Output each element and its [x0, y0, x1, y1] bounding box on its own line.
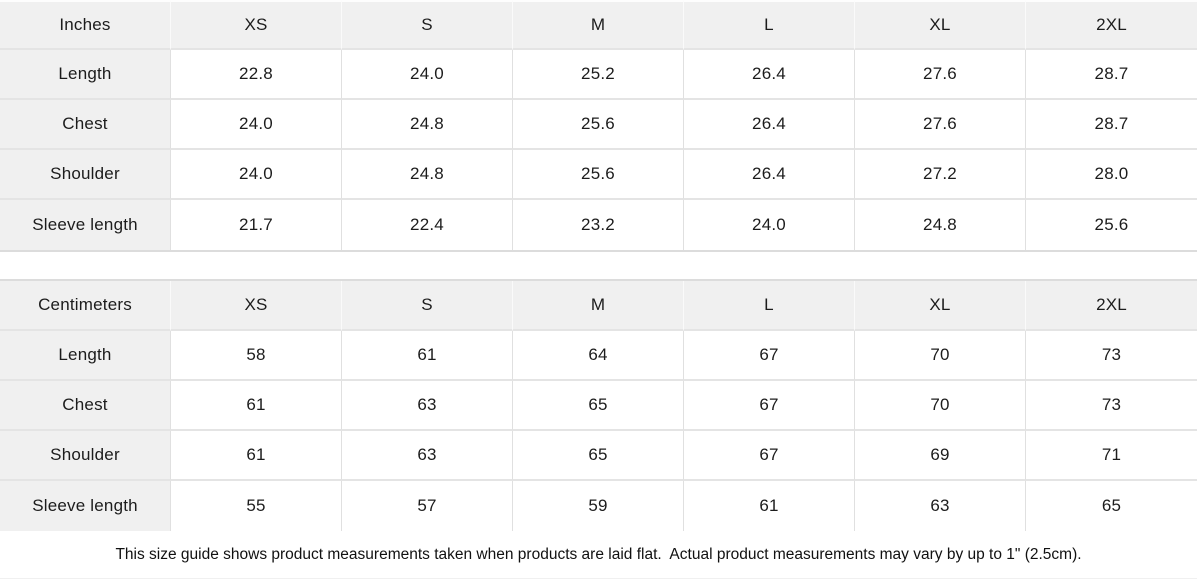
size-header-xs: XS [171, 281, 342, 331]
row-label: Sleeve length [0, 481, 171, 531]
size-table-inches: Inches XS S M L XL 2XL Length 22.8 24.0 … [0, 0, 1197, 250]
row-label: Shoulder [0, 150, 171, 200]
measurement-value: 24.0 [342, 50, 513, 100]
measurement-value: 65 [513, 431, 684, 481]
measurement-value: 25.6 [513, 100, 684, 150]
measurement-value: 63 [342, 381, 513, 431]
measurement-value: 24.0 [171, 100, 342, 150]
size-header-2xl: 2XL [1026, 0, 1197, 50]
table-row-sleeve-length: Sleeve length 55 57 59 61 63 65 [0, 481, 1197, 531]
measurement-value: 73 [1026, 381, 1197, 431]
size-header-l: L [684, 281, 855, 331]
size-header-l: L [684, 0, 855, 50]
size-header-m: M [513, 0, 684, 50]
size-guide-note: This size guide shows product measuremen… [0, 531, 1197, 579]
measurement-value: 23.2 [513, 200, 684, 250]
unit-header-centimeters: Centimeters [0, 281, 171, 331]
measurement-value: 65 [513, 381, 684, 431]
size-header-s: S [342, 0, 513, 50]
measurement-value: 24.0 [684, 200, 855, 250]
measurement-value: 24.8 [855, 200, 1026, 250]
table-row-chest: Chest 24.0 24.8 25.6 26.4 27.6 28.7 [0, 100, 1197, 150]
measurement-value: 28.7 [1026, 50, 1197, 100]
measurement-value: 73 [1026, 331, 1197, 381]
row-label: Chest [0, 100, 171, 150]
size-header-xs: XS [171, 0, 342, 50]
table-row-length: Length 22.8 24.0 25.2 26.4 27.6 28.7 [0, 50, 1197, 100]
measurement-value: 67 [684, 431, 855, 481]
table-row-sleeve-length: Sleeve length 21.7 22.4 23.2 24.0 24.8 2… [0, 200, 1197, 250]
row-label: Length [0, 331, 171, 381]
row-label: Length [0, 50, 171, 100]
size-table-centimeters: Centimeters XS S M L XL 2XL Length 58 61… [0, 281, 1197, 531]
measurement-value: 70 [855, 331, 1026, 381]
measurement-value: 63 [342, 431, 513, 481]
row-label: Sleeve length [0, 200, 171, 250]
measurement-value: 28.7 [1026, 100, 1197, 150]
unit-header-inches: Inches [0, 0, 171, 50]
measurement-value: 21.7 [171, 200, 342, 250]
measurement-value: 69 [855, 431, 1026, 481]
table-separator [0, 250, 1197, 281]
measurement-value: 25.6 [513, 150, 684, 200]
measurement-value: 58 [171, 331, 342, 381]
table-row-chest: Chest 61 63 65 67 70 73 [0, 381, 1197, 431]
measurement-value: 61 [171, 431, 342, 481]
measurement-value: 61 [684, 481, 855, 531]
measurement-value: 55 [171, 481, 342, 531]
measurement-value: 26.4 [684, 150, 855, 200]
measurement-value: 67 [684, 381, 855, 431]
measurement-value: 22.4 [342, 200, 513, 250]
size-header-s: S [342, 281, 513, 331]
measurement-value: 24.0 [171, 150, 342, 200]
table-row-shoulder: Shoulder 24.0 24.8 25.6 26.4 27.2 28.0 [0, 150, 1197, 200]
measurement-value: 24.8 [342, 150, 513, 200]
measurement-value: 70 [855, 381, 1026, 431]
measurement-value: 22.8 [171, 50, 342, 100]
measurement-value: 25.6 [1026, 200, 1197, 250]
measurement-value: 64 [513, 331, 684, 381]
measurement-value: 27.2 [855, 150, 1026, 200]
measurement-value: 57 [342, 481, 513, 531]
measurement-value: 71 [1026, 431, 1197, 481]
table-row-length: Length 58 61 64 67 70 73 [0, 331, 1197, 381]
measurement-value: 27.6 [855, 50, 1026, 100]
row-label: Shoulder [0, 431, 171, 481]
measurement-value: 61 [342, 331, 513, 381]
measurement-value: 27.6 [855, 100, 1026, 150]
centimeters-header-row: Centimeters XS S M L XL 2XL [0, 281, 1197, 331]
measurement-value: 24.8 [342, 100, 513, 150]
measurement-value: 25.2 [513, 50, 684, 100]
measurement-value: 63 [855, 481, 1026, 531]
measurement-value: 26.4 [684, 100, 855, 150]
measurement-value: 28.0 [1026, 150, 1197, 200]
table-row-shoulder: Shoulder 61 63 65 67 69 71 [0, 431, 1197, 481]
measurement-value: 61 [171, 381, 342, 431]
measurement-value: 26.4 [684, 50, 855, 100]
measurement-value: 67 [684, 331, 855, 381]
size-header-2xl: 2XL [1026, 281, 1197, 331]
row-label: Chest [0, 381, 171, 431]
size-header-m: M [513, 281, 684, 331]
size-header-xl: XL [855, 281, 1026, 331]
inches-header-row: Inches XS S M L XL 2XL [0, 0, 1197, 50]
measurement-value: 65 [1026, 481, 1197, 531]
size-header-xl: XL [855, 0, 1026, 50]
measurement-value: 59 [513, 481, 684, 531]
